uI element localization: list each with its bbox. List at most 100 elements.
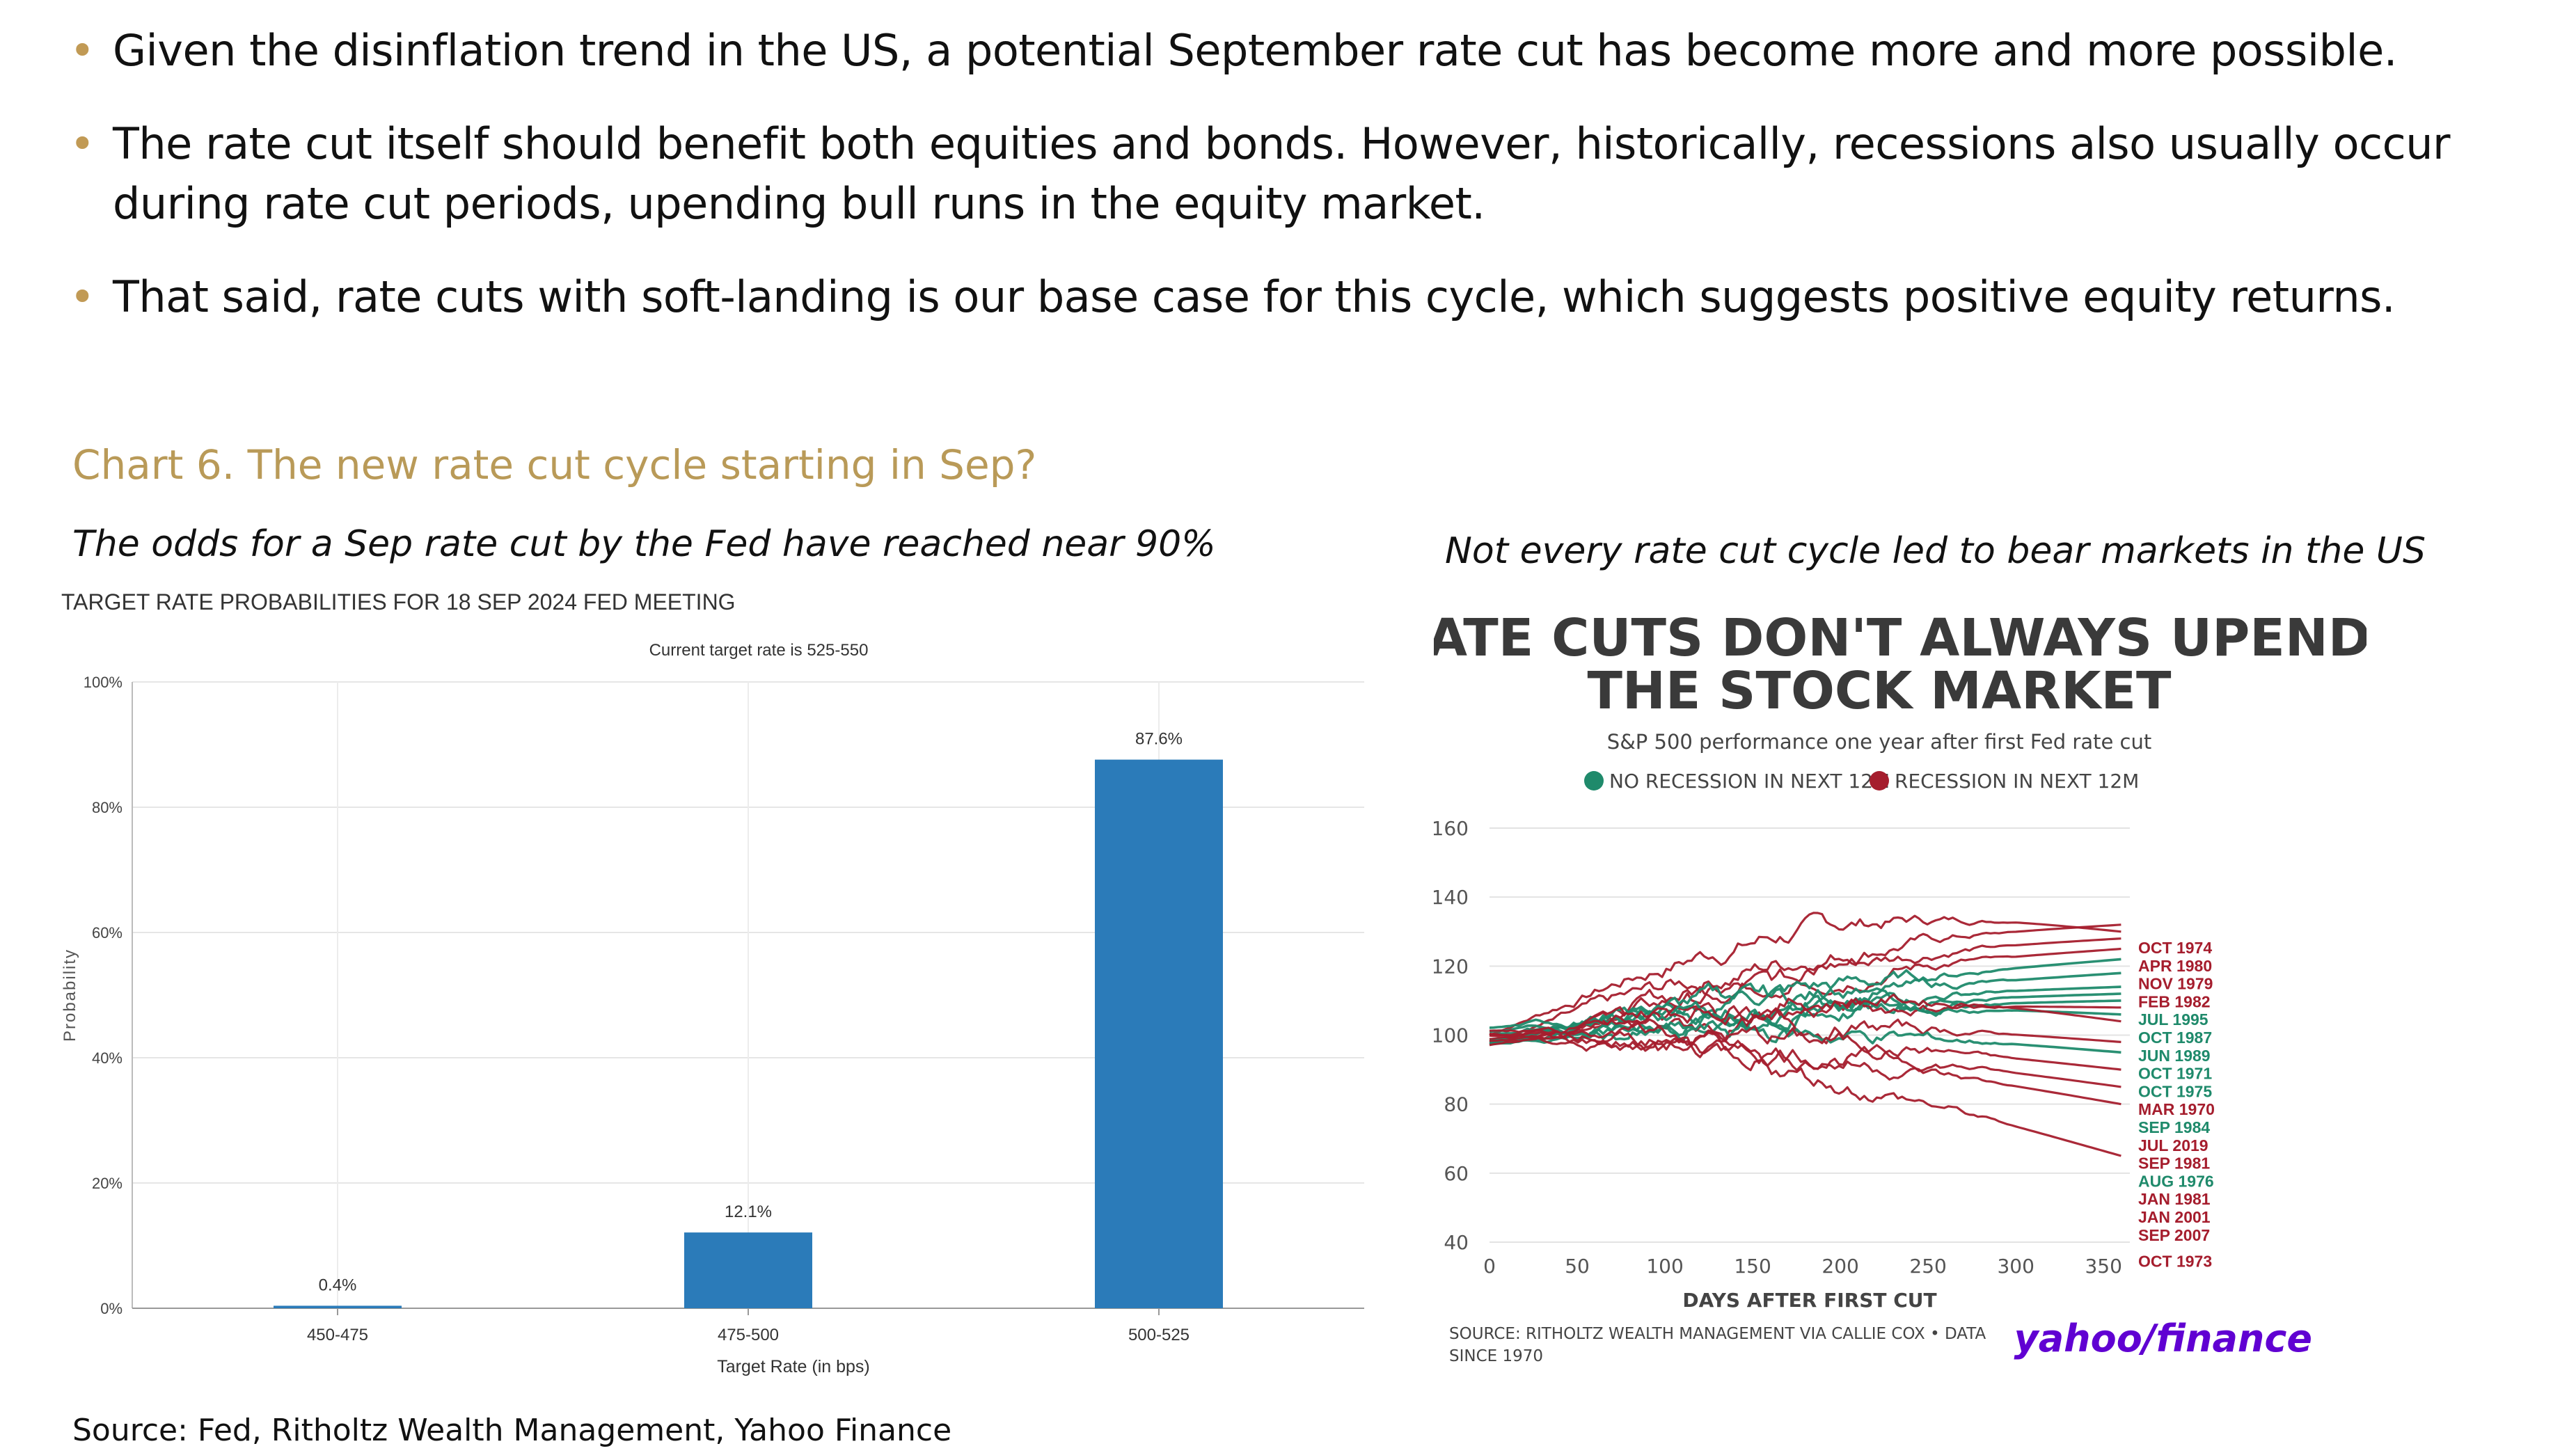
series-end-label: OCT 1987 bbox=[2138, 1029, 2212, 1047]
yahoo-finance-logo: yahoo/finance bbox=[2014, 1317, 2312, 1360]
bar-y-tick-label: 80% bbox=[92, 799, 123, 816]
line-chart-y-ticks: 40 60 80 100 120 140 160 bbox=[1434, 817, 1469, 1254]
line-chart-series bbox=[1489, 912, 2121, 1157]
line-y-tick-label: 120 bbox=[1434, 955, 1469, 978]
series-line-jan-2001 bbox=[1489, 1029, 2121, 1088]
bar-chart-subtitle: Current target rate is 525-550 bbox=[649, 641, 869, 660]
line-y-tick-label: 140 bbox=[1434, 886, 1469, 909]
series-line-apr-1980 bbox=[1489, 923, 2121, 1043]
bar-y-tick-label: 40% bbox=[92, 1049, 123, 1067]
bar-value-label: 12.1% bbox=[725, 1202, 772, 1221]
series-end-label: OCT 1975 bbox=[2138, 1082, 2212, 1100]
bar-y-tick-label: 20% bbox=[92, 1175, 123, 1192]
bullet-text: Given the disinflation trend in the US, … bbox=[113, 25, 2398, 76]
line-chart-x-ticks: 0 50 100 150 200 250 300 350 bbox=[1483, 1255, 2122, 1278]
source-note: Source: Fed, Ritholtz Wealth Management,… bbox=[72, 1413, 952, 1448]
series-end-label: SEP 1981 bbox=[2138, 1154, 2210, 1173]
bullet-item: • The rate cut itself should benefit both… bbox=[70, 114, 2451, 234]
legend-label: RECESSION IN NEXT 12M bbox=[1895, 770, 2139, 793]
series-end-label: MAR 1970 bbox=[2138, 1100, 2215, 1118]
series-end-label: APR 1980 bbox=[2138, 957, 2212, 975]
bullet-item: • Given the disinflation trend in the US,… bbox=[70, 21, 2450, 81]
series-end-label: NOV 1979 bbox=[2138, 975, 2213, 993]
bullet-dot: • bbox=[70, 25, 95, 76]
series-line-aug-1976 bbox=[1489, 1019, 2121, 1054]
series-end-label: SEP 1984 bbox=[2138, 1118, 2210, 1136]
line-x-tick-label: 200 bbox=[1822, 1255, 1858, 1278]
bar-y-tick-label: 0% bbox=[100, 1300, 123, 1317]
line-x-tick-label: 350 bbox=[2085, 1255, 2121, 1278]
chart-title: Chart 6. The new rate cut cycle starting… bbox=[72, 441, 1037, 489]
bar-y-tick-label: 100% bbox=[84, 674, 123, 691]
bar-475-500 bbox=[684, 1232, 812, 1308]
bar-chart-x-ticks: 450-475 475-500 500-525 bbox=[307, 1308, 1190, 1344]
bullet-text: The rate cut itself should benefit both … bbox=[113, 118, 2451, 229]
bullet-text: That said, rate cuts with soft-landing i… bbox=[113, 271, 2396, 322]
bullet-list: • Given the disinflation trend in the US,… bbox=[70, 21, 2451, 360]
bar-y-tick-label: 60% bbox=[92, 924, 123, 942]
line-chart-footnote-1: SOURCE: RITHOLTZ WEALTH MANAGEMENT VIA C… bbox=[1449, 1325, 1986, 1343]
line-y-tick-label: 60 bbox=[1444, 1162, 1469, 1185]
line-x-tick-label: 300 bbox=[1997, 1255, 2034, 1278]
bar-x-tick-label: 500-525 bbox=[1128, 1326, 1190, 1344]
series-end-label: JUL 1995 bbox=[2138, 1010, 2208, 1029]
legend-marker bbox=[1870, 771, 1889, 791]
bar-450-475 bbox=[274, 1305, 402, 1308]
series-line-sep-1981 bbox=[1489, 1008, 2121, 1045]
series-line-jun-1989 bbox=[1489, 985, 2121, 1041]
bullet-dot: • bbox=[70, 118, 95, 169]
target-rate-bar-chart: TARGET RATE PROBABILITIES FOR 18 SEP 202… bbox=[61, 589, 1364, 1376]
series-line-jul-2019 bbox=[1489, 993, 2121, 1047]
series-end-label: SEP 2007 bbox=[2138, 1226, 2210, 1244]
series-end-label: JAN 1981 bbox=[2138, 1190, 2211, 1208]
series-line-oct-1973 bbox=[1489, 1034, 2121, 1157]
line-chart-subtitle: S&P 500 performance one year after first… bbox=[1607, 730, 2151, 754]
bar-chart-title: TARGET RATE PROBABILITIES FOR 18 SEP 202… bbox=[61, 589, 736, 614]
bar-chart-y-ticks: 0% 20% 40% 60% 80% 100% bbox=[84, 674, 123, 1317]
line-chart-legend: NO RECESSION IN NEXT 12M RECESSION IN NEX… bbox=[1584, 770, 2139, 793]
line-x-tick-label: 50 bbox=[1565, 1255, 1590, 1278]
bar-chart-bars bbox=[274, 759, 1223, 1308]
bar-chart-ylabel: Probability bbox=[61, 948, 79, 1042]
bullet-dot: • bbox=[70, 271, 95, 322]
line-y-tick-label: 80 bbox=[1444, 1093, 1469, 1116]
series-end-label: OCT 1974 bbox=[2138, 939, 2212, 957]
logo-finance: finance bbox=[2156, 1317, 2312, 1360]
bar-x-tick-label: 450-475 bbox=[307, 1326, 368, 1344]
series-end-label: OCT 1971 bbox=[2138, 1065, 2212, 1083]
line-y-tick-label: 160 bbox=[1434, 817, 1469, 840]
series-end-label: OCT 1973 bbox=[2138, 1253, 2212, 1271]
series-line-oct-1975 bbox=[1489, 999, 2121, 1046]
series-end-label: JAN 2001 bbox=[2138, 1208, 2211, 1226]
logo-yahoo: yahoo bbox=[2014, 1317, 2142, 1360]
line-chart-footnote-2: SINCE 1970 bbox=[1449, 1347, 1543, 1365]
bar-value-label: 87.6% bbox=[1135, 730, 1183, 749]
series-line-sep-1984 bbox=[1489, 992, 2121, 1030]
line-chart-title-1: RATE CUTS DON'T ALWAYS UPEND bbox=[1434, 608, 2366, 668]
line-x-tick-label: 150 bbox=[1734, 1255, 1771, 1278]
line-x-tick-label: 0 bbox=[1483, 1255, 1496, 1278]
bar-500-525 bbox=[1095, 759, 1223, 1308]
line-x-tick-label: 100 bbox=[1646, 1255, 1683, 1278]
rate-cuts-line-chart: RATE CUTS DON'T ALWAYS UPEND THE STOCK M… bbox=[1434, 608, 2366, 1365]
line-y-tick-label: 100 bbox=[1434, 1024, 1469, 1047]
bullet-item: • That said, rate cuts with soft-landing … bbox=[70, 267, 2450, 327]
right-chart-subtitle: Not every rate cut cycle led to bear mar… bbox=[1445, 530, 2426, 572]
series-end-label: JUL 2019 bbox=[2138, 1136, 2208, 1154]
series-end-label: FEB 1982 bbox=[2138, 992, 2211, 1010]
bar-chart-xlabel: Target Rate (in bps) bbox=[717, 1357, 870, 1376]
line-y-tick-label: 40 bbox=[1444, 1231, 1469, 1254]
series-end-label: AUG 1976 bbox=[2138, 1172, 2214, 1190]
legend-marker bbox=[1584, 771, 1604, 791]
left-chart-subtitle: The odds for a Sep rate cut by the Fed h… bbox=[72, 523, 1216, 565]
bar-x-tick-label: 475-500 bbox=[718, 1326, 779, 1344]
series-line-sep-2007 bbox=[1489, 1030, 2121, 1106]
line-x-tick-label: 250 bbox=[1909, 1255, 1946, 1278]
line-chart-title-2: THE STOCK MARKET bbox=[1587, 661, 2172, 721]
bar-value-label: 0.4% bbox=[319, 1276, 357, 1294]
series-end-label: JUN 1989 bbox=[2138, 1047, 2211, 1065]
line-chart-xlabel: DAYS AFTER FIRST CUT bbox=[1682, 1289, 1936, 1312]
series-line-oct-1974 bbox=[1489, 912, 2121, 1037]
bar-chart-value-labels: 0.4% 12.1% 87.6% bbox=[319, 730, 1183, 1295]
